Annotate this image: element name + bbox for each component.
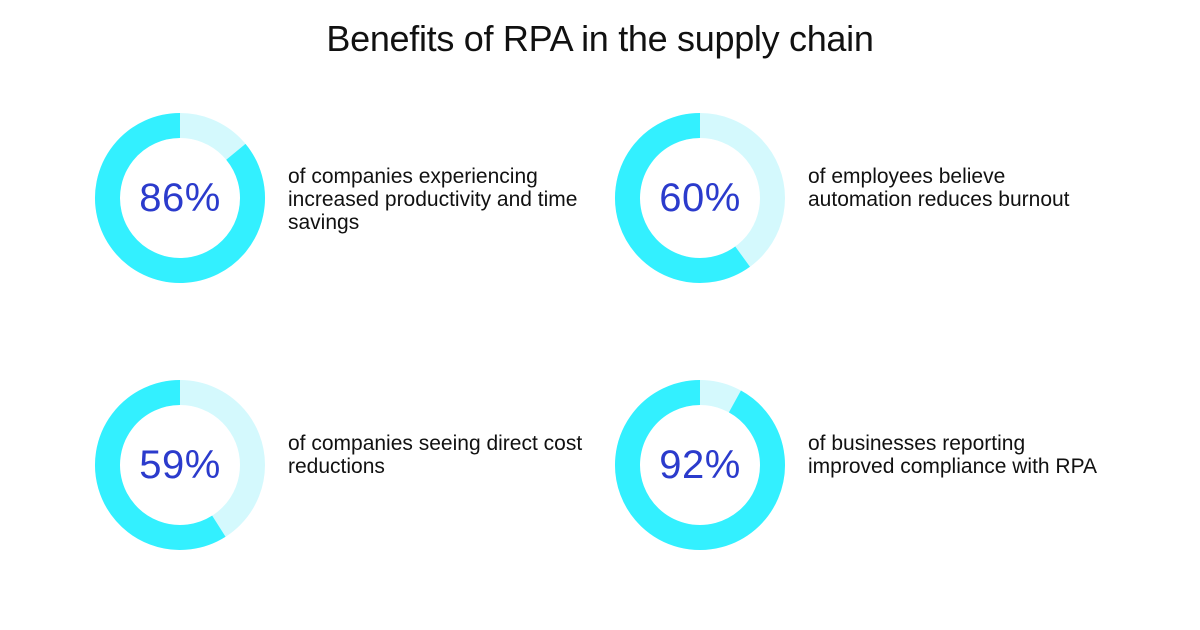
donut-arc <box>615 380 785 550</box>
donut-arc <box>615 113 750 283</box>
stat-description: of businesses reporting improved complia… <box>808 432 1098 478</box>
donut-svg <box>615 113 785 283</box>
stat-description: of employees believe automation reduces … <box>808 165 1070 211</box>
stat-burnout: 60% of employees believe automation redu… <box>610 108 1130 288</box>
stat-percent: 86% <box>139 175 221 220</box>
donut-svg <box>95 113 265 283</box>
stat-percent: 59% <box>139 442 221 487</box>
stat-productivity: 86% of companies experiencing increased … <box>90 108 610 288</box>
stat-description: of companies seeing direct cost reductio… <box>288 432 583 478</box>
donut-svg <box>95 380 265 550</box>
donut-arc <box>95 380 226 550</box>
stat-percent: 60% <box>659 175 741 220</box>
stat-description: of companies experiencing increased prod… <box>288 165 578 234</box>
donut-chart: 86% <box>90 108 270 288</box>
stat-percent: 92% <box>659 442 741 487</box>
donut-chart: 59% <box>90 375 270 555</box>
stat-compliance: 92% of businesses reporting improved com… <box>610 375 1130 555</box>
stat-cost-reduction: 59% of companies seeing direct cost redu… <box>90 375 610 555</box>
donut-arc <box>95 113 265 283</box>
donut-chart: 92% <box>610 375 790 555</box>
donut-svg <box>615 380 785 550</box>
donut-chart: 60% <box>610 108 790 288</box>
page-title: Benefits of RPA in the supply chain <box>326 18 874 59</box>
